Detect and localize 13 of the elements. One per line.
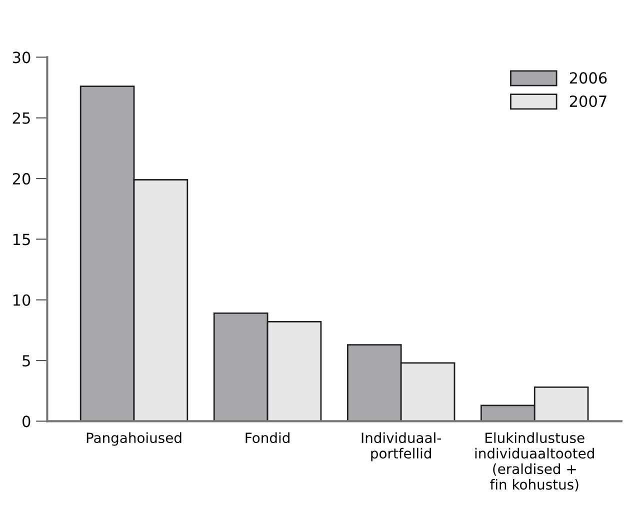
x-tick-label: Fondid bbox=[246, 432, 290, 444]
y-tick-label: 30 bbox=[12, 52, 30, 64]
y-tick-label: 20 bbox=[12, 173, 30, 185]
y-tick-label: 5 bbox=[22, 355, 30, 367]
x-tick-label: Pangahoiused bbox=[86, 432, 182, 446]
legend-label: 2007 bbox=[570, 95, 606, 108]
legend-label: 2006 bbox=[570, 72, 607, 84]
y-tick-label: 10 bbox=[13, 294, 30, 306]
x-tick-label: Individuaal- portfellid bbox=[362, 432, 441, 462]
y-tick-label: 15 bbox=[13, 234, 30, 246]
x-tick-label: Elukindlustuse individuaaltooted (eraldised + fin kohustus) bbox=[475, 432, 594, 492]
y-tick-label: 0 bbox=[22, 416, 30, 428]
y-tick-label: 25 bbox=[12, 112, 30, 124]
